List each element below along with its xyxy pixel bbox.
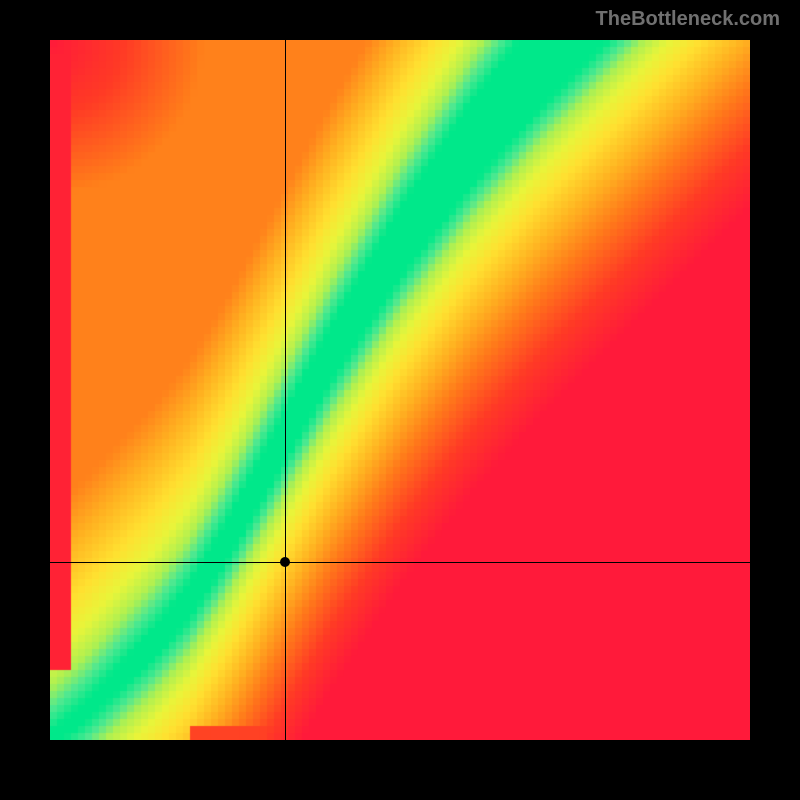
- heatmap-canvas: [50, 40, 750, 740]
- crosshair-vertical: [285, 40, 286, 740]
- selected-point-marker: [280, 557, 290, 567]
- crosshair-horizontal: [50, 562, 750, 563]
- bottleneck-heatmap: [50, 40, 750, 740]
- watermark-text: TheBottleneck.com: [596, 8, 780, 31]
